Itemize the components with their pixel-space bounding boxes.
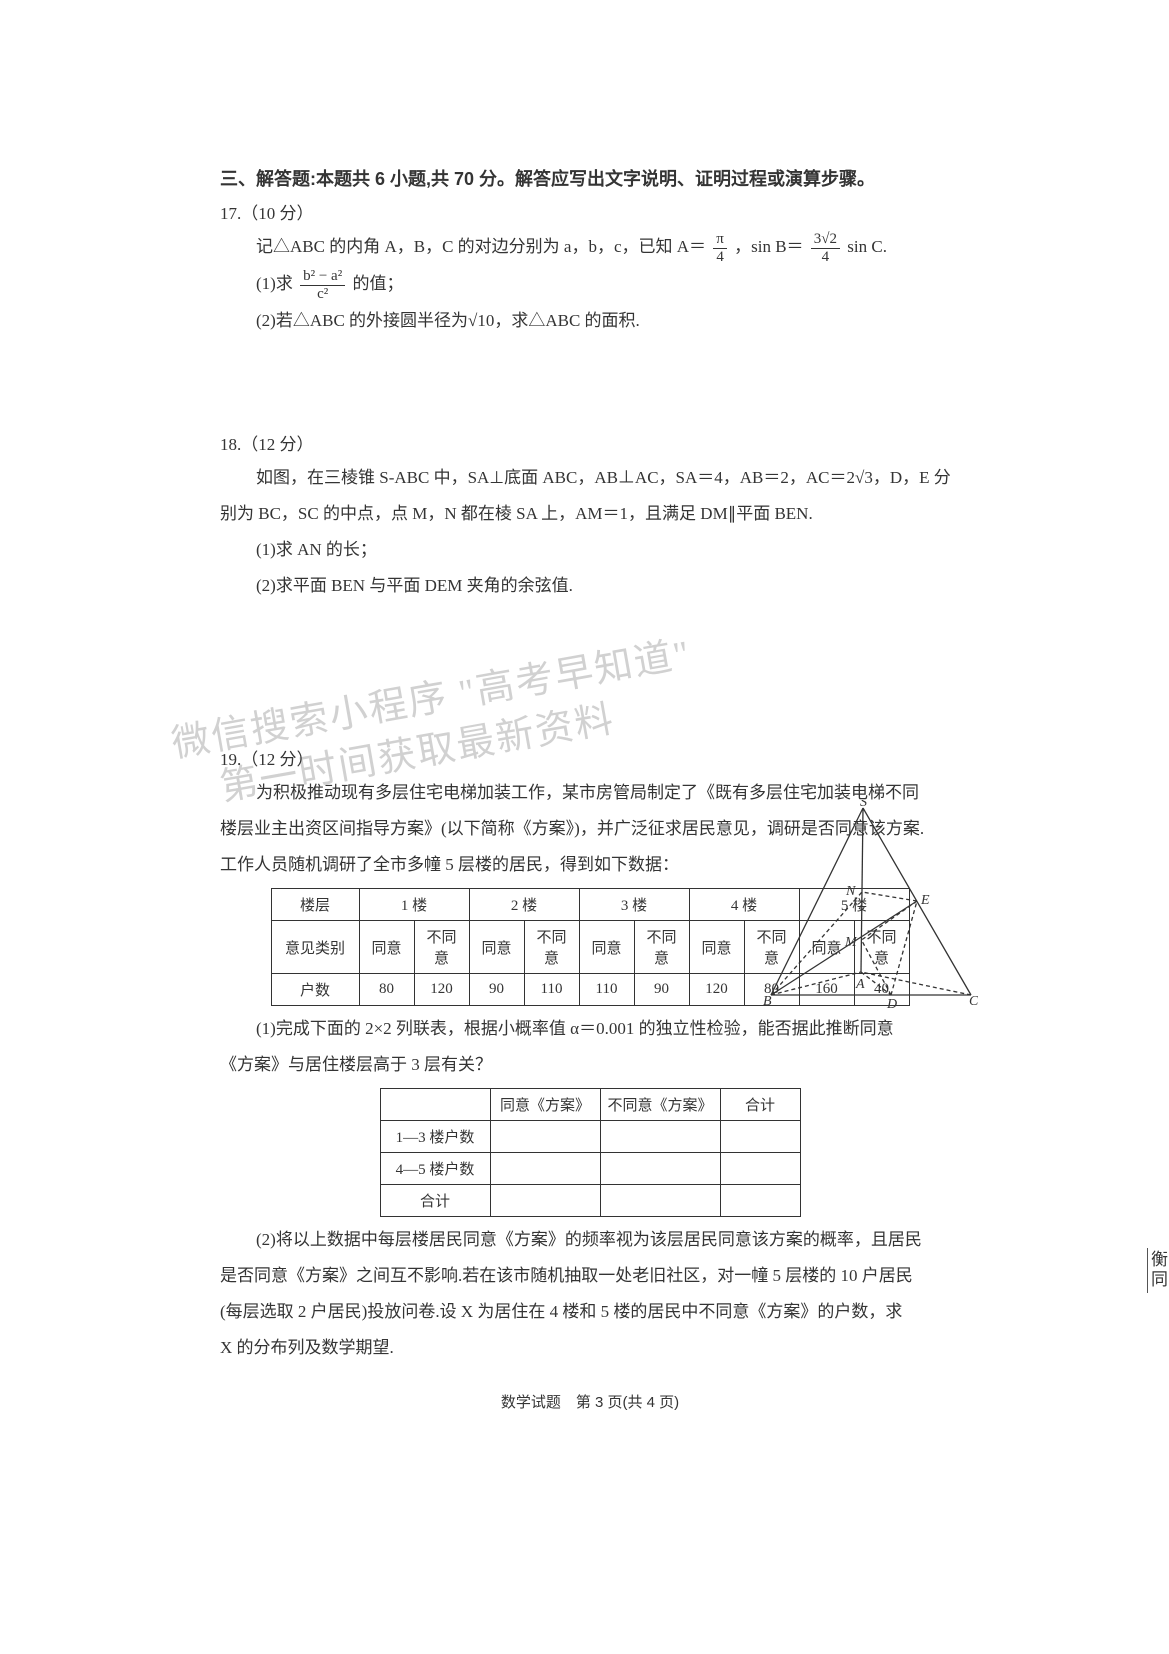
agree-1: 同意 xyxy=(359,921,414,974)
cnt-6: 120 xyxy=(689,974,744,1006)
row-45: 4—5 楼户数 xyxy=(380,1153,490,1185)
agree-2: 同意 xyxy=(469,921,524,974)
frac-pi4: π 4 xyxy=(713,231,727,265)
col-disagree: 不同意《方案》 xyxy=(600,1089,720,1121)
cell xyxy=(720,1153,800,1185)
cell xyxy=(600,1185,720,1217)
p17-stem: 记△ABC 的内角 A，B，C 的对边分别为 a，b，c，已知 A＝ π 4 ，… xyxy=(220,230,960,265)
frac-3r2-4: 3√2 4 xyxy=(811,231,840,265)
page-footer: 数学试题 第 3 页(共 4 页) xyxy=(220,1391,960,1412)
label-C: C xyxy=(969,994,978,1009)
frac-den: 4 xyxy=(811,249,840,266)
p19-q1a: (1)完成下面的 2×2 列联表，根据小概率值 α＝0.001 的独立性检验，能… xyxy=(220,1012,960,1046)
label-E: E xyxy=(920,893,930,908)
hdr-floor: 楼层 xyxy=(271,889,359,921)
hdr-f3: 3 楼 xyxy=(579,889,689,921)
cell xyxy=(490,1153,600,1185)
disagree-1: 不同意 xyxy=(414,921,469,974)
label-B: B xyxy=(763,994,772,1009)
contingency-table: 同意《方案》 不同意《方案》 合计 1—3 楼户数 4—5 楼户数 合计 xyxy=(380,1088,801,1217)
cnt-4: 110 xyxy=(579,974,634,1006)
cell xyxy=(490,1185,600,1217)
pyramid-diagram: S B C A D E M N xyxy=(763,800,978,1010)
cnt-0: 80 xyxy=(359,974,414,1006)
frac-num: b² − a² xyxy=(300,268,345,286)
p17-q1b: 的值； xyxy=(352,274,403,293)
hdr-f2: 2 楼 xyxy=(469,889,579,921)
p17-text2: ，sin B＝ xyxy=(734,237,803,256)
blank-hdr xyxy=(380,1089,490,1121)
frac-num: 3√2 xyxy=(811,231,840,249)
page-content: 三、解答题:本题共 6 小题,共 70 分。解答应写出文字说明、证明过程或演算步… xyxy=(220,165,960,1412)
p17-number: 17.（10 分） xyxy=(220,199,960,224)
cell xyxy=(720,1121,800,1153)
cell xyxy=(600,1121,720,1153)
label-M: M xyxy=(844,935,858,950)
agree-3: 同意 xyxy=(579,921,634,974)
p19-q2c: (每层选取 2 户居民)投放问卷.设 X 为居住在 4 楼和 5 楼的居民中不同… xyxy=(220,1295,960,1329)
p17-q1: (1)求 b² − a² c² 的值； xyxy=(220,267,960,302)
label-A: A xyxy=(855,977,865,992)
frac-den: 4 xyxy=(713,249,727,266)
p18-line2: 别为 BC，SC 的中点，点 M，N 都在棱 SA 上，AM＝1，且满足 DM∥… xyxy=(220,497,960,531)
cnt-2: 90 xyxy=(469,974,524,1006)
row-13: 1—3 楼户数 xyxy=(380,1121,490,1153)
p17-q2: (2)若△ABC 的外接圆半径为√10，求△ABC 的面积. xyxy=(220,304,960,338)
p18-q2: (2)求平面 BEN 与平面 DEM 夹角的余弦值. xyxy=(220,569,960,603)
p18-line1: 如图，在三棱锥 S-ABC 中，SA⊥底面 ABC，AB⊥AC，SA＝4，AB＝… xyxy=(220,461,960,495)
agree-4: 同意 xyxy=(689,921,744,974)
row-total: 合计 xyxy=(380,1185,490,1217)
p17-q1a: (1)求 xyxy=(256,274,293,293)
cnt-3: 110 xyxy=(524,974,579,1006)
disagree-3: 不同意 xyxy=(634,921,689,974)
disagree-2: 不同意 xyxy=(524,921,579,974)
p17-text3: sin C. xyxy=(847,237,887,256)
side-cutoff: 衡 同 xyxy=(1147,1248,1169,1293)
label-D: D xyxy=(886,997,897,1010)
p19-q2d: X 的分布列及数学期望. xyxy=(220,1331,960,1365)
label-S: S xyxy=(860,800,867,810)
frac-num: π xyxy=(713,231,727,249)
p19-q2a: (2)将以上数据中每层楼居民同意《方案》的频率视为该层居民同意该方案的概率，且居… xyxy=(220,1223,960,1257)
frac-b2a2c2: b² − a² c² xyxy=(300,268,345,302)
col-agree: 同意《方案》 xyxy=(490,1089,600,1121)
sidecut-a: 衡 xyxy=(1151,1250,1169,1270)
hdr-count: 户数 xyxy=(271,974,359,1006)
cell xyxy=(600,1153,720,1185)
p19-q2b: 是否同意《方案》之间互不影响.若在该市随机抽取一处老旧社区，对一幢 5 层楼的 … xyxy=(220,1259,960,1293)
p19-q1b: 《方案》与居住楼层高于 3 层有关？ xyxy=(220,1048,960,1082)
col-total: 合计 xyxy=(720,1089,800,1121)
cell xyxy=(720,1185,800,1217)
cnt-1: 120 xyxy=(414,974,469,1006)
sidecut-b: 同 xyxy=(1151,1270,1169,1290)
section-heading: 三、解答题:本题共 6 小题,共 70 分。解答应写出文字说明、证明过程或演算步… xyxy=(220,165,960,191)
frac-den: c² xyxy=(300,286,345,303)
label-N: N xyxy=(845,884,856,899)
cnt-5: 90 xyxy=(634,974,689,1006)
p18-number: 18.（12 分） xyxy=(220,430,960,455)
p17-text1: 记△ABC 的内角 A，B，C 的对边分别为 a，b，c，已知 A＝ xyxy=(256,237,706,256)
cell xyxy=(490,1121,600,1153)
p18-q1: (1)求 AN 的长； xyxy=(220,533,960,567)
hdr-f1: 1 楼 xyxy=(359,889,469,921)
p19-number: 19.（12 分） xyxy=(220,745,960,770)
hdr-opinion: 意见类别 xyxy=(271,921,359,974)
